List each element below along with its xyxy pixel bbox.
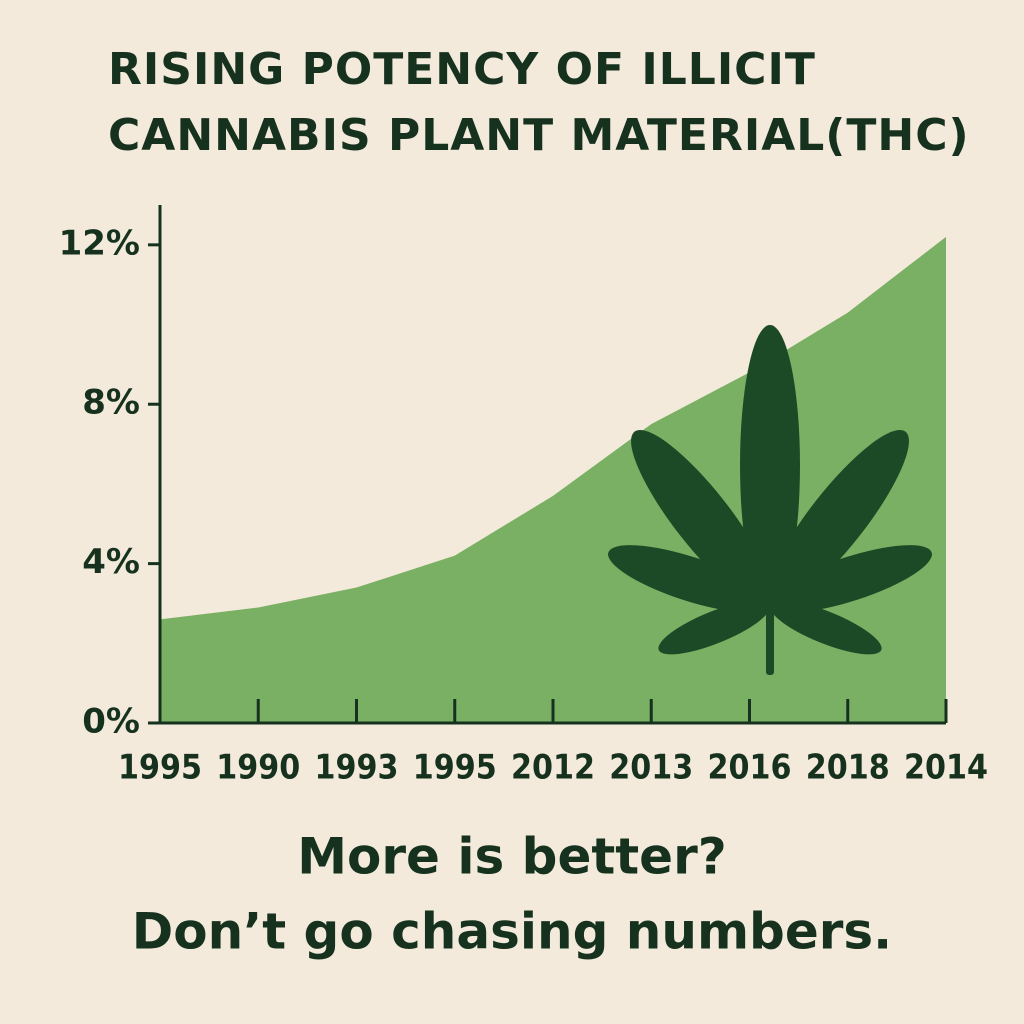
stem — [766, 605, 774, 675]
y-tick-label: 12% — [59, 223, 140, 263]
leaflet — [658, 600, 771, 655]
y-tick-label: 0% — [82, 702, 140, 742]
caption: More is better? — [297, 828, 726, 886]
leaflet — [740, 325, 800, 605]
x-tick-label: 1995 — [413, 748, 497, 788]
y-tick-label: 8% — [82, 383, 140, 423]
y-tick-label: 4% — [82, 542, 140, 582]
leaf-icon — [608, 325, 932, 675]
x-tick-label: 1995 — [118, 748, 202, 788]
x-tick-label: 2012 — [511, 748, 595, 788]
x-tick-label: 2018 — [806, 748, 890, 788]
leaflet — [608, 545, 771, 613]
caption: Don’t go chasing numbers. — [132, 903, 892, 961]
chart-title: CANNABIS PLANT MATERIAL(THC) — [108, 110, 970, 161]
leaflet — [769, 545, 932, 613]
x-tick-label: 1990 — [216, 748, 300, 788]
x-tick-label: 1993 — [315, 748, 399, 788]
leaflet — [631, 429, 774, 607]
leaflet — [766, 429, 909, 607]
chart-title: RISING POTENCY OF ILLICIT — [108, 44, 816, 95]
x-tick-label: 2013 — [609, 748, 693, 788]
x-tick-label: 2014 — [904, 748, 988, 788]
leaflet — [769, 600, 882, 655]
x-tick-label: 2016 — [708, 748, 792, 788]
